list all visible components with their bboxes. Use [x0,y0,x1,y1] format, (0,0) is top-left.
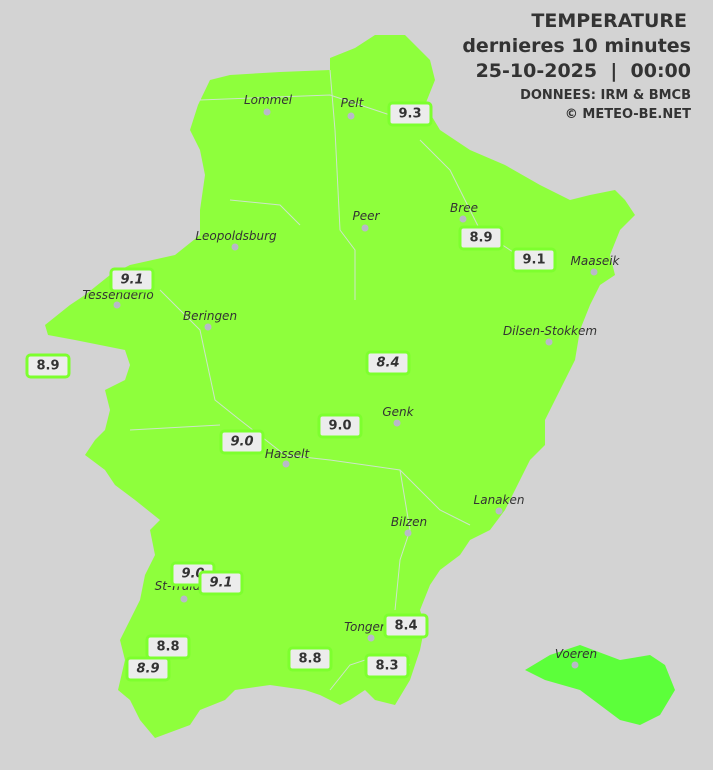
city-dot [282,460,290,468]
city-label: Leopoldsburg [195,229,277,243]
city-label: Lanaken [473,493,525,507]
temperature-label: 9.1 [198,570,244,596]
city-dot [545,338,553,346]
city-dot [231,243,239,251]
temperature-label: 9.0 [219,429,265,455]
city-dot [263,108,271,116]
voeren-enclave [525,645,675,725]
city-dot [361,224,369,232]
city-dot [590,268,598,276]
city-label: Lommel [243,93,293,107]
city-dot [367,634,375,642]
city-label: Pelt [340,96,364,110]
city-dot [404,529,412,537]
city-label: Hasselt [264,447,310,461]
city-dot [113,301,121,309]
city-label: Voeren [554,647,598,661]
map-subtitle: dernieres 10 minutes [462,35,691,57]
city-label: Maaseik [570,254,620,268]
temperature-label: 8.3 [364,653,410,679]
city-label: Dilsen-Stokkem [502,324,598,338]
copyright: © METEO-BE.NET [564,107,691,122]
data-source: DONNEES: IRM & BMCB [520,88,691,103]
temperature-label: 9.1 [511,247,557,273]
province-limburg [45,35,635,738]
map-datetime: 25-10-2025 | 00:00 [475,60,691,82]
temperature-label: 9.1 [109,267,155,293]
temperature-label: 9.3 [387,101,433,127]
city-label: Beringen [182,309,238,323]
city-label: Peer [352,209,380,223]
map-title: TEMPERATURE [531,10,687,32]
temperature-label: 8.9 [125,656,171,682]
city-dot [571,661,579,669]
temperature-label: 8.8 [287,646,333,672]
temperature-label: 8.8 [145,634,191,660]
municipal-borders [129,69,541,691]
city-dot [393,419,401,427]
city-dot [495,507,503,515]
city-label: Bilzen [390,515,428,529]
temperature-label: 8.4 [383,613,429,639]
city-dot [204,323,212,331]
city-label: Genk [382,405,414,419]
temperature-label: 8.9 [458,225,504,251]
temperature-label: 8.9 [25,353,71,379]
temperature-label: 8.4 [365,350,411,376]
city-dot [347,112,355,120]
city-label: Bree [450,201,478,215]
city-dot [180,595,188,603]
temperature-label: 9.0 [317,413,363,439]
city-dot [459,215,467,223]
